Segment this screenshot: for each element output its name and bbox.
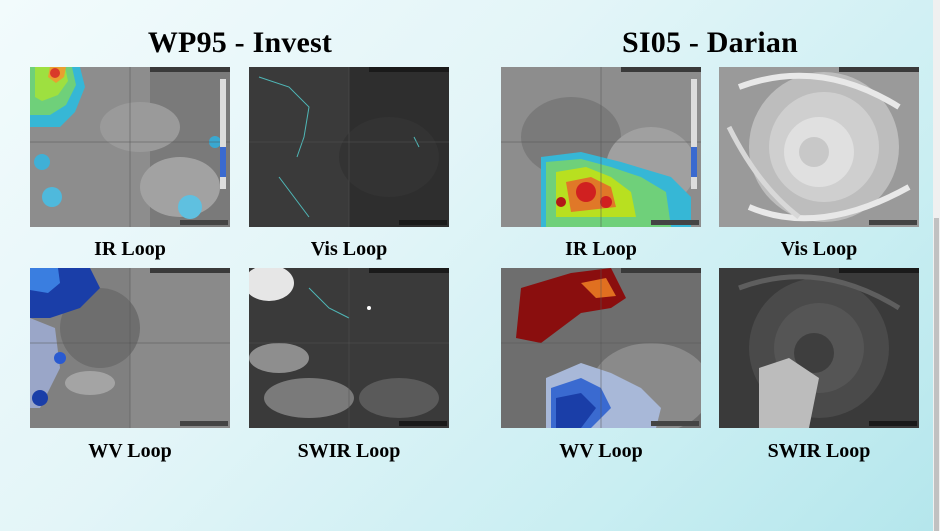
wp95-vis-loop-link[interactable]: Vis Loop bbox=[310, 238, 388, 260]
si05-ir-loop-link[interactable]: IR Loop bbox=[565, 238, 637, 260]
si05-swir-loop-thumbnail[interactable] bbox=[719, 268, 919, 428]
vis-satellite-image bbox=[719, 67, 919, 227]
wp95-swir-loop-thumbnail[interactable] bbox=[249, 268, 449, 428]
wp95-ir-loop-thumbnail[interactable] bbox=[30, 67, 230, 227]
wp95-ir-loop-link[interactable]: IR Loop bbox=[94, 238, 166, 260]
storm-title-wp95: WP95 - Invest bbox=[147, 26, 333, 59]
wv-satellite-image bbox=[30, 268, 230, 428]
si05-vis-loop-thumbnail[interactable] bbox=[719, 67, 919, 227]
si05-swir-loop-link[interactable]: SWIR Loop bbox=[767, 440, 871, 462]
wp95-swir-loop-link[interactable]: SWIR Loop bbox=[297, 440, 401, 462]
ir-satellite-image bbox=[501, 67, 701, 227]
si05-wv-loop-link[interactable]: WV Loop bbox=[559, 440, 643, 462]
vertical-scrollbar[interactable] bbox=[933, 0, 940, 531]
wp95-wv-loop-thumbnail[interactable] bbox=[30, 268, 230, 428]
vis-satellite-image bbox=[249, 67, 449, 227]
si05-wv-loop-thumbnail[interactable] bbox=[501, 268, 701, 428]
ir-satellite-image bbox=[30, 67, 230, 227]
swir-satellite-image bbox=[719, 268, 919, 428]
wp95-wv-loop-link[interactable]: WV Loop bbox=[88, 440, 172, 462]
si05-vis-loop-link[interactable]: Vis Loop bbox=[780, 238, 858, 260]
scrollbar-thumb[interactable] bbox=[934, 218, 939, 531]
storm-title-si05: SI05 - Darian bbox=[622, 26, 798, 59]
si05-ir-loop-thumbnail[interactable] bbox=[501, 67, 701, 227]
wp95-vis-loop-thumbnail[interactable] bbox=[249, 67, 449, 227]
swir-satellite-image bbox=[249, 268, 449, 428]
wv-satellite-image bbox=[501, 268, 701, 428]
